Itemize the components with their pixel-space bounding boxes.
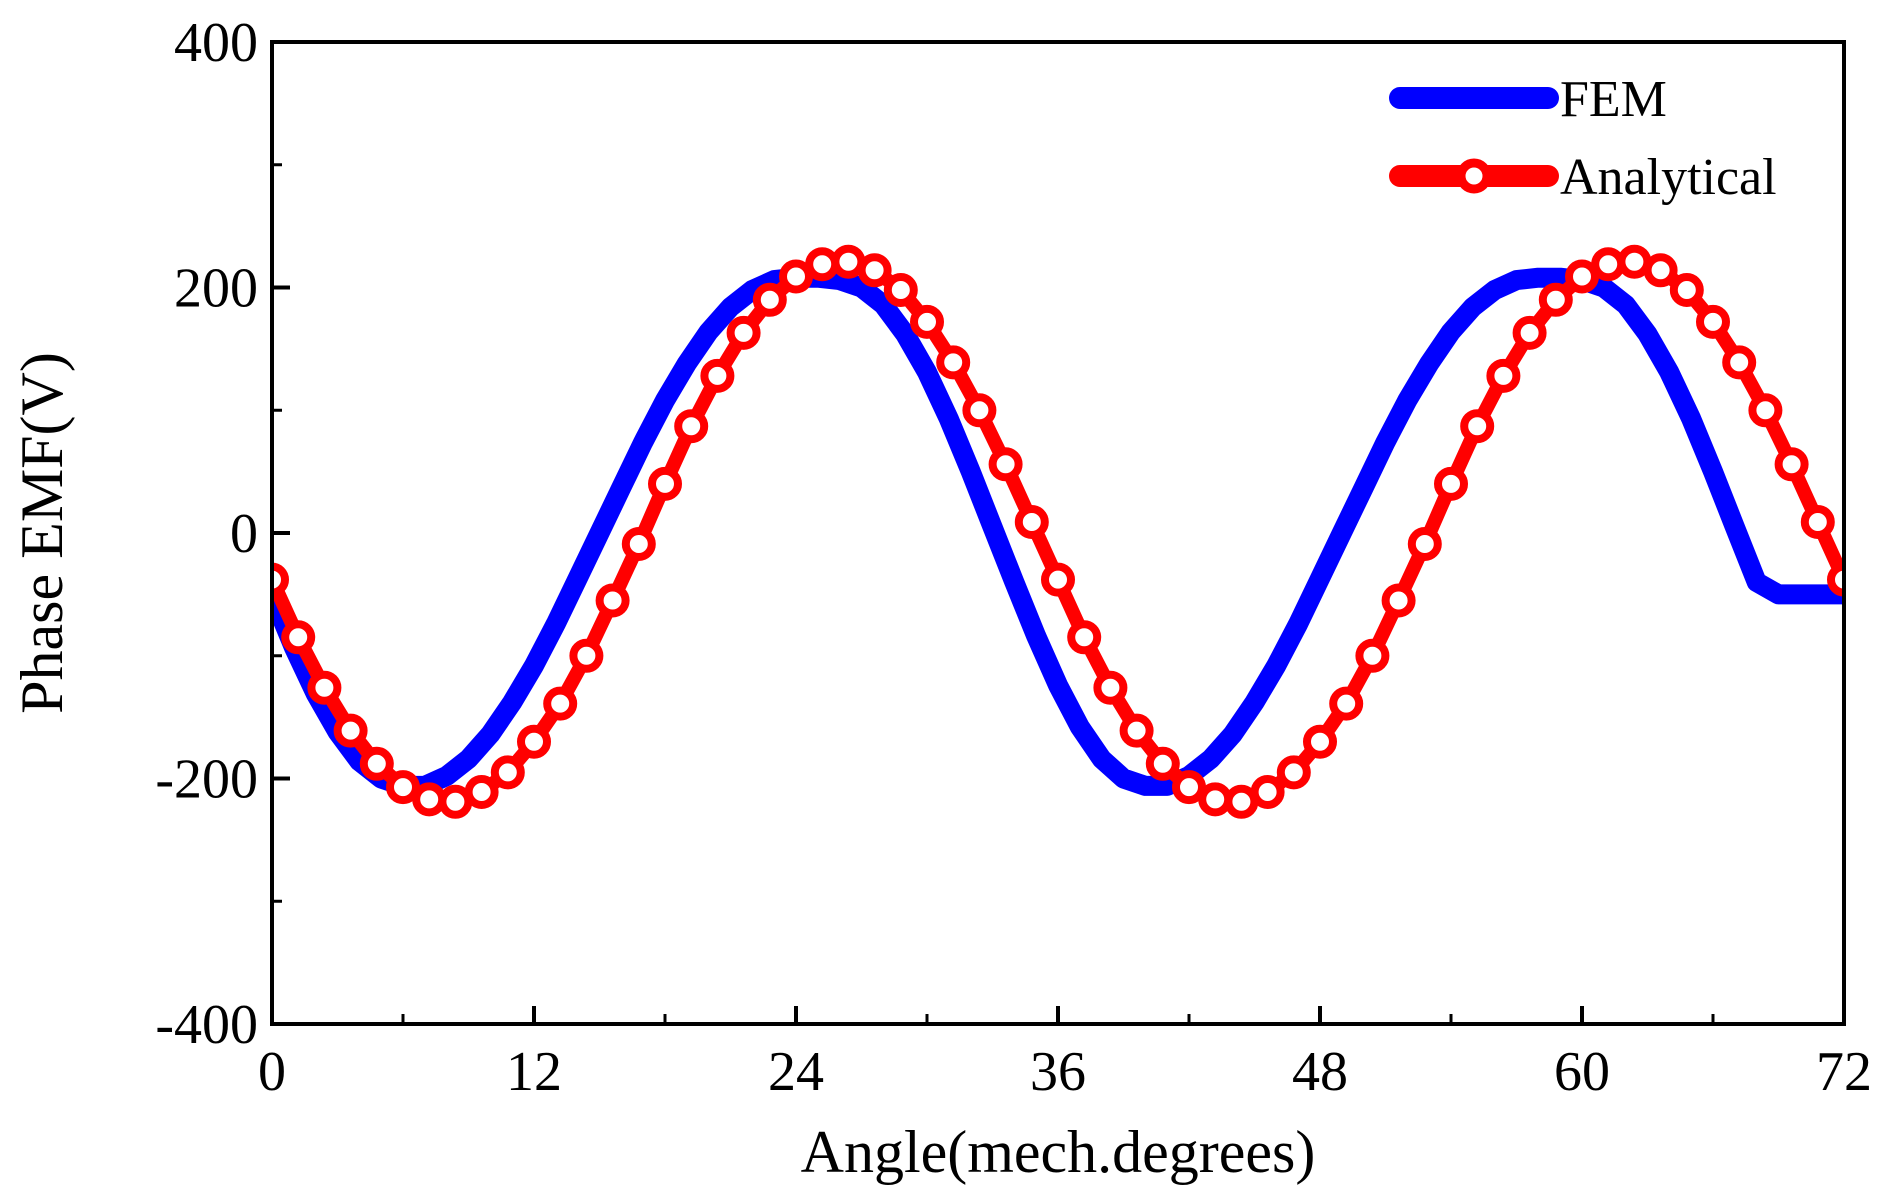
x-tick-label: 12 — [506, 1041, 562, 1103]
analytical-point — [359, 746, 394, 781]
analytical-point — [272, 562, 289, 597]
analytical-point — [779, 259, 813, 294]
analytical-point — [648, 466, 682, 501]
fem-series-line — [272, 267, 1844, 796]
analytical-point — [1276, 755, 1311, 790]
tick-labels-layer: 0 12 24 36 48 60 72 -400 -200 0 200 400 — [155, 12, 1872, 1103]
ticks-layer — [270, 40, 1846, 1026]
analytical-point — [936, 345, 971, 380]
analytical-point — [1329, 686, 1364, 721]
analytical-point — [1591, 247, 1626, 282]
analytical-point — [962, 393, 997, 428]
x-tick-label: 60 — [1554, 1041, 1610, 1103]
y-tick-label: 0 — [230, 503, 258, 565]
analytical-point — [1617, 244, 1652, 279]
analytical-point — [517, 724, 551, 759]
analytical-point — [569, 638, 604, 673]
analytical-point — [1434, 466, 1468, 501]
legend-analytical-label: Analytical — [1560, 149, 1777, 206]
analytical-point — [1303, 724, 1337, 759]
analytical-point — [1145, 746, 1180, 781]
analytical-point — [1696, 304, 1730, 339]
analytical-point — [464, 775, 499, 809]
legend-analytical-marker — [1456, 158, 1492, 194]
analytical-point — [700, 358, 735, 393]
analytical-point — [1512, 315, 1547, 350]
y-tick-label: 400 — [174, 12, 258, 74]
analytical-point — [621, 527, 656, 561]
analytical-point — [595, 583, 630, 618]
analytical-point — [1643, 253, 1678, 288]
analytical-point — [1067, 620, 1102, 655]
y-tick-label: -400 — [155, 994, 258, 1056]
analytical-point — [1041, 562, 1075, 597]
analytical-point — [1381, 583, 1416, 618]
y-tick-label: 200 — [174, 258, 258, 320]
analytical-point — [281, 620, 316, 655]
analytical-point — [1748, 393, 1783, 428]
analytical-point — [1014, 505, 1049, 539]
analytical-point — [1119, 713, 1154, 748]
analytical-point — [1486, 358, 1521, 393]
y-tick-label: -200 — [155, 749, 258, 811]
analytical-point — [438, 784, 473, 819]
y-axis-title: Phase EMF(V) — [9, 352, 75, 714]
analytical-point — [412, 782, 447, 817]
analytical-point — [805, 247, 840, 282]
analytical-point — [883, 273, 918, 307]
analytical-point — [1827, 562, 1844, 597]
analytical-point — [1093, 670, 1128, 705]
analytical-point — [1198, 782, 1233, 817]
legend: FEM Analytical — [1389, 71, 1777, 206]
x-tick-label: 24 — [768, 1041, 824, 1103]
series-layer — [272, 244, 1844, 819]
analytical-point — [831, 244, 866, 279]
analytical-point — [910, 304, 944, 339]
analytical-point — [1800, 505, 1835, 539]
analytical-point — [1407, 527, 1442, 561]
analytical-point — [1355, 638, 1390, 673]
x-axis-title: Angle(mech.degrees) — [801, 1119, 1316, 1185]
analytical-point — [726, 315, 761, 350]
analytical-point — [1774, 447, 1809, 482]
legend-fem-label: FEM — [1560, 71, 1667, 128]
x-tick-label: 48 — [1292, 1041, 1348, 1103]
x-tick-label: 0 — [258, 1041, 286, 1103]
analytical-point — [988, 447, 1023, 482]
analytical-point — [1172, 770, 1206, 805]
analytical-point — [386, 770, 420, 805]
analytical-point — [490, 755, 525, 790]
analytical-point — [543, 686, 578, 721]
analytical-point — [1538, 282, 1573, 317]
analytical-point — [857, 253, 892, 288]
x-tick-label: 36 — [1030, 1041, 1086, 1103]
analytical-point — [1224, 784, 1259, 819]
analytical-point — [1250, 775, 1285, 809]
analytical-point — [674, 409, 709, 444]
analytical-point — [1722, 345, 1757, 380]
analytical-point — [1669, 273, 1704, 307]
analytical-point — [1565, 259, 1599, 294]
analytical-point — [752, 282, 787, 317]
x-tick-label: 72 — [1816, 1041, 1872, 1103]
analytical-point — [333, 713, 368, 748]
analytical-point — [1460, 409, 1495, 444]
analytical-point — [307, 670, 342, 705]
